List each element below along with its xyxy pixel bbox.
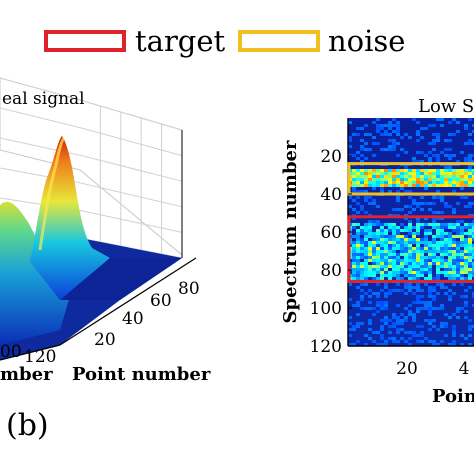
heatmap-cells (348, 118, 474, 346)
surface-y-label: mber (0, 364, 53, 385)
surface-x-label: Point number (72, 364, 211, 385)
surface-plot (0, 77, 197, 361)
heatmap-title: Low S (418, 96, 474, 117)
surface-x-tick: 20 (94, 330, 116, 350)
legend-noise-label: noise (328, 24, 406, 58)
region-target (347, 215, 474, 283)
legend: target noise (0, 20, 474, 60)
legend-target-swatch (44, 30, 126, 52)
heatmap-y-tick: 40 (320, 185, 342, 205)
subfigure-label: (b) (6, 408, 49, 443)
heatmap-x-label: Poin (432, 386, 474, 407)
surface-x-tick: 60 (150, 291, 172, 311)
heatmap-y-label: Spectrum number (280, 140, 301, 323)
region-noise (347, 162, 474, 196)
heatmap-x-tick: 4 (459, 359, 470, 379)
spectrum-heatmap (347, 118, 474, 347)
surface-x-tick: 40 (122, 309, 144, 329)
heatmap-y-tick: 120 (310, 337, 342, 357)
legend-noise-swatch (238, 30, 320, 52)
heatmap-y-tick: 20 (320, 147, 342, 167)
surface-title: eal signal (2, 89, 85, 109)
heatmap-x-tick: 20 (396, 359, 418, 379)
legend-target-label: target (135, 24, 226, 58)
surface-x-tick: 80 (178, 279, 200, 299)
highlight-regions (347, 162, 474, 283)
heatmap-y-tick: 60 (320, 223, 342, 243)
surface-y-tick: 120 (24, 347, 56, 367)
surface-y-tick: 00 (0, 342, 22, 362)
heatmap-y-tick: 80 (320, 261, 342, 281)
heatmap-y-tick: 100 (310, 299, 342, 319)
